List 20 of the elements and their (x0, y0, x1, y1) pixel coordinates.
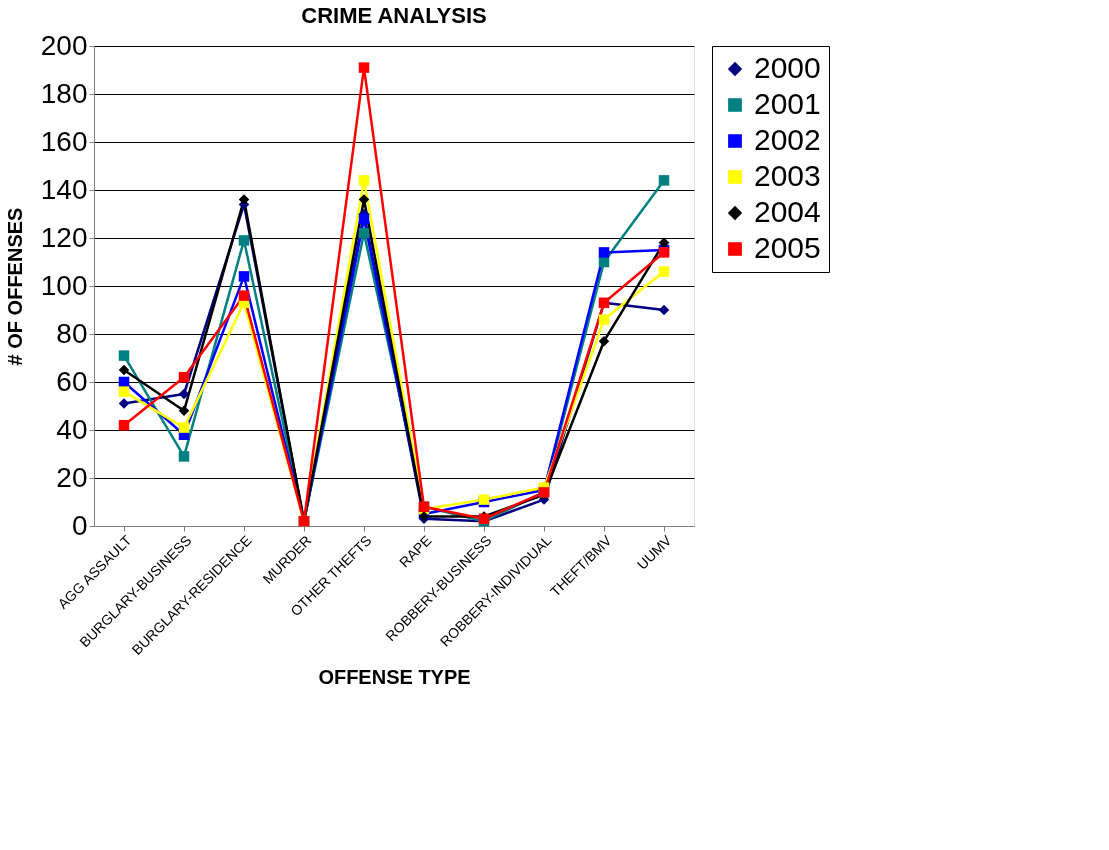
y-tick-label: 160 (40, 125, 88, 157)
legend-label: 2002 (754, 123, 821, 156)
y-tick-label: 40 (56, 413, 88, 445)
legend-label: 2001 (754, 87, 821, 120)
x-axis-title: OFFENSE TYPE (318, 665, 471, 688)
legend-label: 2005 (754, 231, 821, 264)
y-axis-title: # OF OFFENSES (3, 207, 26, 366)
y-tick-label: 180 (40, 77, 88, 109)
chart-title: CRIME ANALYSIS (301, 3, 487, 28)
y-tick-label: 80 (56, 317, 88, 349)
y-tick-label: 120 (40, 221, 88, 253)
y-tick-label: 0 (71, 509, 88, 541)
y-tick-label: 20 (56, 461, 88, 493)
legend-label: 2000 (754, 51, 821, 84)
y-tick-label: 200 (40, 29, 88, 61)
y-tick-label: 60 (56, 365, 88, 397)
y-tick-label: 140 (40, 173, 88, 205)
y-tick-label: 100 (40, 269, 88, 301)
legend-label: 2003 (754, 159, 821, 192)
legend-label: 2004 (754, 195, 821, 228)
